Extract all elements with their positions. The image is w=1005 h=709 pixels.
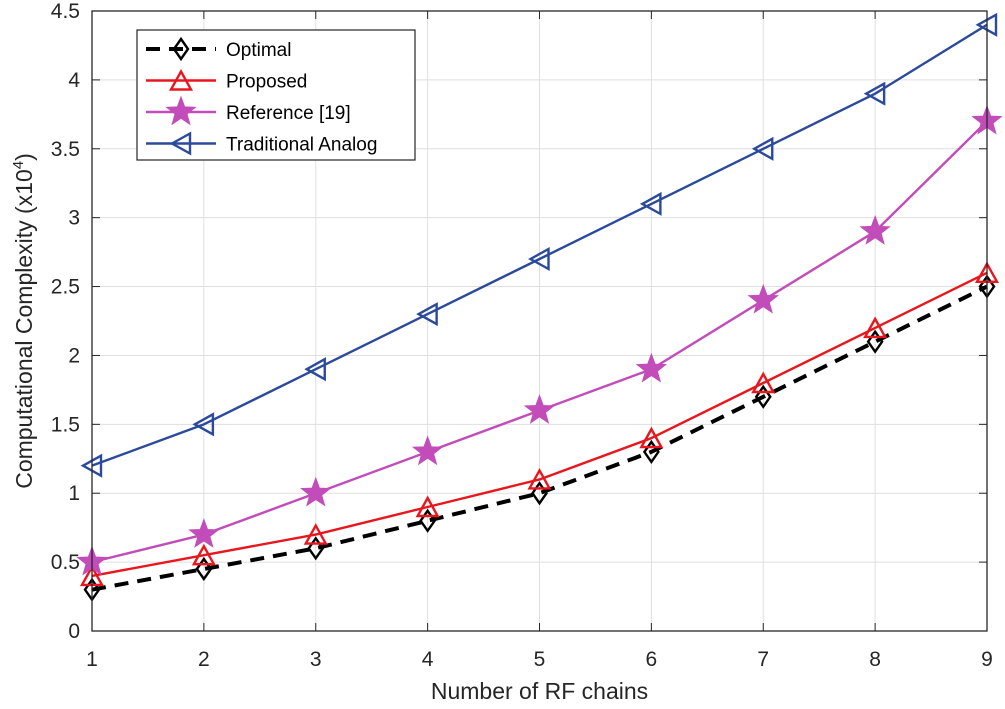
star-marker <box>635 352 668 383</box>
legend-item-proposed: Proposed <box>146 69 307 93</box>
legend: Optimal Proposed Reference [19] Traditional… <box>136 29 416 161</box>
triangle-left-marker <box>416 302 438 327</box>
legend-items: Optimal Proposed Reference [19] Traditional… <box>146 36 377 156</box>
star-marker <box>747 283 779 314</box>
y-tick-label: 1.5 <box>51 413 80 436</box>
legend-label-reference-19: Reference [19] <box>226 103 351 124</box>
y-tick-label: 4 <box>68 69 80 92</box>
triangle-left-marker <box>639 191 662 216</box>
diamond-marker <box>195 556 213 582</box>
diamond-marker <box>172 36 190 62</box>
triangle-left-marker <box>304 357 326 382</box>
y-tick-label: 3 <box>68 207 80 230</box>
x-tick-label: 6 <box>646 648 658 671</box>
x-tick-label: 8 <box>869 648 881 671</box>
star-marker <box>165 95 197 126</box>
x-tick-label: 4 <box>422 648 434 671</box>
diamond-marker <box>307 536 325 561</box>
legend-label-traditional-analog: Traditional Analog <box>226 135 377 156</box>
triangle-up-marker <box>863 316 888 339</box>
y-tick-label: 1 <box>68 482 80 505</box>
star-marker <box>188 518 220 548</box>
diamond-marker <box>754 384 772 409</box>
x-tick-label: 1 <box>86 648 98 671</box>
diamond-marker <box>531 481 548 506</box>
y-tick-label: 0 <box>68 620 80 643</box>
star-marker <box>859 214 891 245</box>
y-axis-label-main: Computational Complexity (x10 <box>11 169 37 489</box>
legend-item-traditional-analog: Traditional Analog <box>146 131 377 156</box>
triangle-up-marker <box>415 495 440 518</box>
triangle-left-marker <box>863 81 886 106</box>
star-marker <box>300 476 332 507</box>
series-line-traditional-analog <box>91 23 988 467</box>
x-tick-label: 5 <box>534 648 546 671</box>
x-tick-label: 7 <box>757 648 769 671</box>
y-axis-label-exponent: 4 <box>10 161 27 169</box>
triangle-up-marker <box>751 371 776 394</box>
x-tick-label: 2 <box>198 648 210 671</box>
legend-label-optimal: Optimal <box>226 40 291 61</box>
star-marker <box>523 394 556 424</box>
triangle-up-marker <box>303 523 328 545</box>
triangle-left-marker <box>528 246 550 272</box>
triangle-left-marker <box>192 412 215 437</box>
series-line-optimal <box>91 284 988 592</box>
diamond-marker <box>419 508 437 533</box>
triangle-up-marker <box>168 69 194 91</box>
legend-item-reference-19: Reference [19] <box>146 95 351 126</box>
triangle-up-marker <box>527 467 552 490</box>
star-marker <box>411 435 444 466</box>
x-tick-label: 9 <box>981 648 993 671</box>
triangle-up-marker <box>639 426 664 449</box>
diamond-marker <box>642 439 660 464</box>
plot-frame <box>91 10 988 632</box>
y-tick-label: 3.5 <box>51 138 80 161</box>
y-tick-label: 0.5 <box>51 551 80 574</box>
x-axis-label: Number of RF chains <box>431 678 648 704</box>
series-line-proposed <box>91 271 988 578</box>
diamond-marker <box>866 329 884 354</box>
y-tick-label: 4.5 <box>51 0 80 23</box>
y-axis-label-suffix: ) <box>11 153 37 161</box>
triangle-up-marker <box>191 543 216 566</box>
triangle-left-marker <box>169 131 192 156</box>
y-tick-label: 2 <box>68 344 80 367</box>
triangle-left-marker <box>751 136 774 161</box>
legend-label-proposed: Proposed <box>226 72 307 93</box>
y-tick-label: 2.5 <box>51 276 80 299</box>
x-tick-label: 3 <box>310 648 322 671</box>
series-reference-19 <box>76 104 1003 576</box>
legend-item-optimal: Optimal <box>146 36 291 62</box>
y-axis-label: Computational Complexity (x104) <box>10 153 37 489</box>
